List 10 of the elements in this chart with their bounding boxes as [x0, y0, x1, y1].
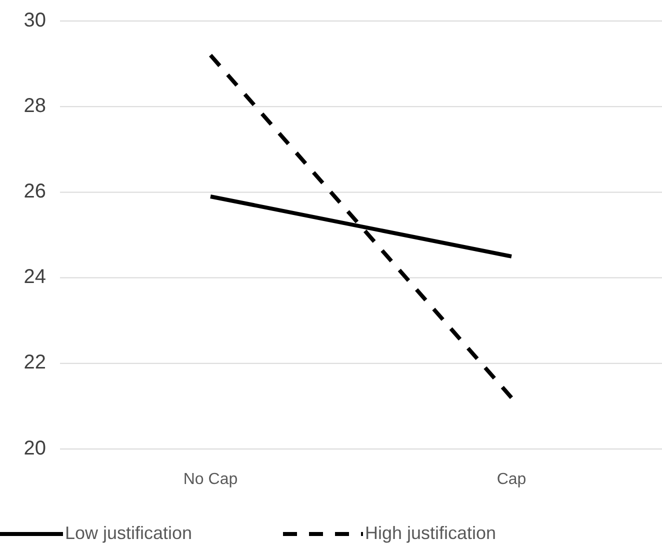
y-tick-label: 26 — [24, 180, 46, 202]
y-tick-label: 30 — [24, 9, 46, 32]
y-tick-label: 28 — [24, 94, 46, 117]
y-tick-label: 20 — [24, 437, 46, 460]
x-tick-label: No Cap — [183, 471, 238, 488]
y-tick-label: 24 — [24, 266, 46, 288]
y-tick-label: 22 — [24, 352, 46, 374]
legend-label: High justification — [365, 522, 496, 543]
x-tick-label: Cap — [496, 471, 526, 488]
legend-label: Low justification — [65, 522, 192, 543]
